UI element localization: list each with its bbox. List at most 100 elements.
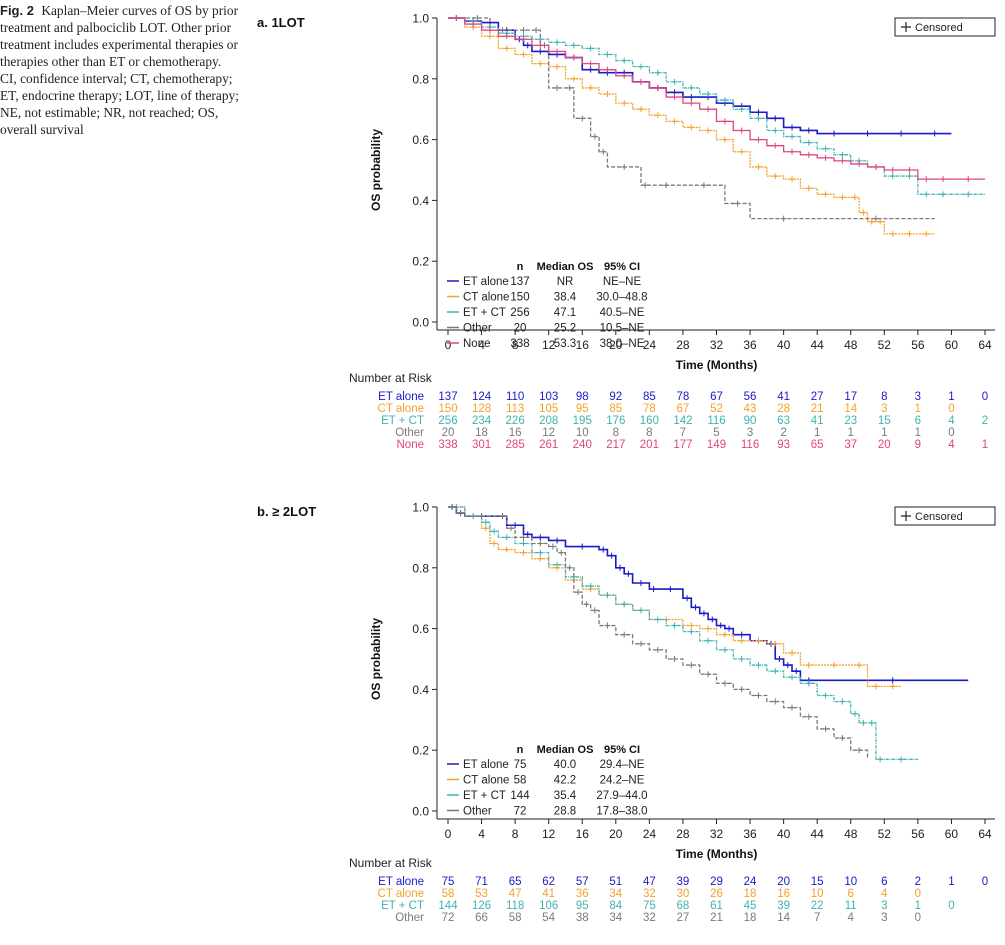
censor-mark [738, 631, 745, 638]
risk-count: 20 [777, 876, 790, 888]
censor-mark [872, 683, 879, 690]
censor-mark [780, 215, 787, 222]
risk-count: 1 [848, 427, 854, 439]
x-tick-label: 40 [777, 338, 791, 352]
censor-mark [877, 218, 884, 225]
censor-mark [889, 167, 896, 173]
censor-mark [805, 713, 812, 720]
legend-median: 40.0 [554, 759, 576, 771]
censor-mark [860, 719, 867, 726]
risk-count: 26 [710, 888, 723, 900]
risk-row-label: CT alone [378, 888, 424, 900]
risk-row-label: ET + CT [381, 415, 424, 427]
risk-count: 118 [506, 900, 524, 912]
censor-mark [856, 747, 863, 754]
legend-median: 28.8 [554, 806, 576, 818]
censor-mark [793, 668, 800, 675]
censor-mark [721, 646, 728, 653]
censored-plus-icon [901, 22, 911, 32]
censor-mark [587, 66, 594, 73]
censor-mark [839, 194, 846, 201]
y-tick-label: 0.2 [412, 744, 429, 758]
x-tick-label: 4 [478, 338, 485, 352]
legend-median: 25.2 [554, 323, 576, 335]
censor-mark [554, 39, 561, 46]
risk-count: 1 [915, 900, 921, 912]
censor-mark [688, 628, 695, 635]
risk-count: 1 [948, 876, 954, 888]
censor-mark [931, 130, 938, 137]
risk-count: 75 [643, 900, 656, 912]
censor-mark [570, 42, 577, 49]
x-tick-label: 56 [911, 338, 925, 352]
legend-series-name: ET alone [463, 276, 509, 288]
legend-ci: 24.2–NE [600, 775, 645, 787]
censor-mark [772, 640, 779, 647]
legend-ci: NE–NE [603, 276, 642, 288]
censor-mark [789, 674, 796, 681]
censor-mark [822, 154, 829, 161]
legend-header-n: n [517, 744, 524, 756]
risk-count: 15 [878, 415, 891, 427]
censor-mark [906, 173, 913, 180]
risk-count: 75 [442, 876, 455, 888]
censor-mark [688, 84, 695, 91]
censor-mark [482, 525, 489, 532]
censor-mark [520, 36, 527, 43]
risk-count: 6 [881, 876, 887, 888]
risk-count: 201 [640, 439, 659, 451]
risk-row-label: ET alone [378, 876, 424, 888]
censor-mark [889, 683, 896, 690]
panel-label: b. ≥ 2LOT [257, 504, 316, 519]
legend-ci: 17.8–38.0 [596, 806, 647, 818]
censor-mark [721, 118, 728, 125]
risk-count: 103 [539, 391, 558, 403]
censor-mark [554, 48, 561, 55]
censor-mark [604, 66, 611, 73]
censor-mark [789, 133, 796, 140]
legend-median: 35.4 [554, 790, 577, 802]
risk-count: 58 [509, 912, 522, 924]
risk-count: 150 [438, 403, 457, 415]
censor-mark [898, 130, 905, 137]
censor-mark [671, 622, 678, 629]
censor-mark [491, 540, 498, 547]
censor-mark [579, 115, 586, 122]
censor-mark [898, 756, 905, 763]
x-tick-label: 52 [878, 827, 892, 841]
risk-count: 52 [710, 403, 723, 415]
x-tick-label: 4 [478, 827, 485, 841]
panel-label: a. 1LOT [257, 15, 305, 30]
risk-count: 0 [982, 876, 988, 888]
censor-mark [839, 157, 846, 164]
censor-mark [650, 586, 657, 593]
censor-mark [512, 522, 519, 529]
censor-mark [637, 78, 644, 85]
y-tick-label: 0.4 [412, 683, 429, 697]
risk-count: 54 [542, 912, 555, 924]
censor-mark [872, 163, 879, 170]
risk-count: 1 [948, 391, 954, 403]
x-tick-label: 52 [878, 338, 892, 352]
risk-count: 8 [646, 427, 652, 439]
x-tick-label: 28 [676, 338, 690, 352]
risk-count: 4 [948, 415, 955, 427]
risk-count: 160 [640, 415, 659, 427]
censor-mark [621, 163, 628, 170]
risk-count: 0 [982, 391, 988, 403]
risk-count: 93 [777, 439, 790, 451]
censor-mark [889, 173, 896, 180]
risk-table-title: Number at Risk [349, 856, 433, 870]
censor-mark [637, 640, 644, 647]
censor-mark [470, 21, 477, 28]
x-tick-label: 64 [978, 338, 992, 352]
censor-mark [738, 148, 745, 155]
risk-count: 301 [472, 439, 491, 451]
y-tick-label: 0.8 [412, 561, 429, 575]
risk-count: 9 [915, 439, 921, 451]
censor-mark [503, 33, 510, 40]
censor-mark [558, 549, 565, 556]
censor-mark [654, 84, 661, 91]
censor-mark [499, 27, 506, 34]
censor-mark [688, 622, 695, 629]
